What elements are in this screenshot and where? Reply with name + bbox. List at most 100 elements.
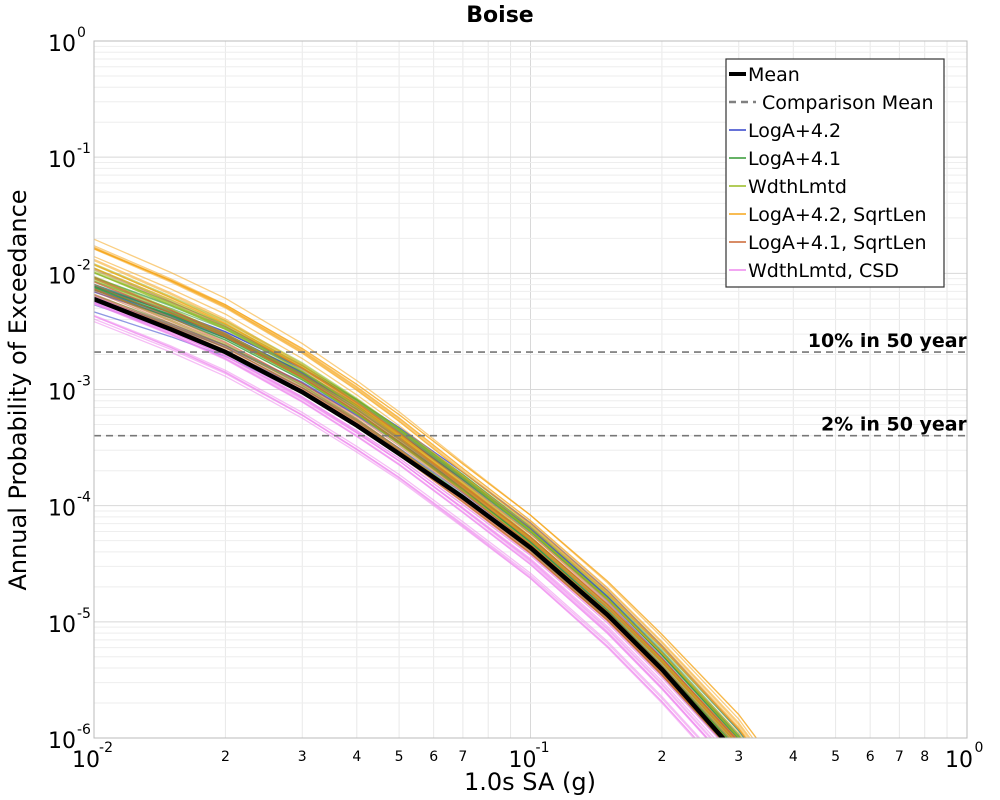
branch-curve (94, 314, 701, 738)
x-minor-tick-label: 7 (458, 749, 467, 765)
y-axis-label: Annual Probability of Exceedance (4, 189, 32, 590)
branch-curve (94, 294, 722, 738)
branch-curve (94, 304, 727, 738)
legend-label: Mean (748, 64, 800, 86)
branch-curve (94, 288, 725, 738)
branch-curve (94, 318, 700, 738)
x-tick-exponent: 0 (975, 740, 984, 756)
branch-curve (94, 280, 733, 738)
legend-item: Comparison Mean (729, 92, 934, 114)
branch-curve (94, 298, 711, 738)
x-minor-tick-label: 6 (429, 749, 438, 765)
branch-curve (94, 284, 722, 738)
branch-group (94, 268, 737, 738)
x-minor-tick-label: 7 (895, 749, 904, 765)
mean-curve (94, 297, 726, 738)
branch-curve (94, 278, 727, 738)
x-tick-label: 10 (72, 748, 100, 773)
y-tick-label: 10 (48, 381, 76, 406)
plot-frame (93, 40, 968, 739)
branch-curve (94, 296, 720, 738)
legend-item: WdthLmtd (729, 176, 847, 198)
reference-line-label: 10% in 50 year (808, 330, 968, 352)
x-minor-tick-label: 4 (352, 749, 361, 765)
x-tick-exponent: -2 (99, 740, 113, 756)
y-tick-exponent: -2 (77, 257, 91, 273)
branch-curve (94, 277, 737, 738)
branch-curve (94, 291, 741, 738)
x-axis-label: 1.0s SA (g) (464, 768, 596, 796)
x-axis-ticks: 10 -2 10 -1 10 02 3 4 5 6 7 2 3 4 5 6 7 8 (72, 740, 983, 773)
branch-curve (94, 301, 719, 738)
branch-curve (94, 285, 734, 738)
branch-curve (94, 271, 732, 738)
x-minor-tick-label: 6 (866, 749, 875, 765)
legend-item: WdthLmtd, CSD (729, 260, 899, 282)
branch-curve (94, 295, 708, 738)
branch-curve (94, 301, 734, 738)
y-tick-label: 10 (48, 613, 76, 638)
y-tick-label: 10 (48, 148, 76, 173)
legend-item: LogA+4.2, SqrtLen (729, 204, 927, 226)
branch-curve (94, 315, 697, 738)
branch-curve (94, 299, 734, 738)
branch-curve (94, 297, 722, 738)
x-tick-label: 10 (945, 748, 973, 773)
branch-group (94, 295, 719, 738)
legend-label: Comparison Mean (762, 92, 934, 114)
legend-item: LogA+4.2 (729, 120, 841, 142)
legend-box (725, 58, 945, 288)
y-tick-exponent: -3 (77, 374, 91, 390)
reference-line-label: 2% in 50 year (821, 414, 968, 436)
branch-curve (94, 238, 754, 738)
branch-curve (94, 287, 731, 738)
branch-curve (94, 297, 722, 738)
legend-item: LogA+4.1 (729, 148, 841, 170)
hazard-curves (94, 238, 758, 738)
y-tick-label: 10 (48, 497, 76, 522)
x-minor-tick-label: 3 (734, 749, 743, 765)
x-minor-tick-label: 2 (221, 749, 230, 765)
mean-layer (94, 297, 726, 738)
x-tick-exponent: -1 (536, 740, 550, 756)
legend-label: LogA+4.1 (748, 148, 841, 170)
y-tick-exponent: 0 (77, 25, 86, 41)
y-tick-label: 10 (48, 729, 76, 754)
x-tick-label: 10 (509, 748, 537, 773)
branch-curve (94, 290, 721, 738)
x-minor-tick-label: 2 (657, 749, 666, 765)
branch-curve (94, 275, 727, 738)
x-minor-tick-label: 4 (789, 749, 798, 765)
legend-label: WdthLmtd, CSD (748, 260, 899, 282)
branch-curve (94, 294, 725, 738)
reference-lines: 10% in 50 year 2% in 50 year (94, 330, 968, 437)
branch-curve (94, 294, 723, 738)
branch-curve (94, 272, 738, 738)
y-tick-exponent: -5 (77, 606, 91, 622)
y-tick-exponent: -6 (77, 722, 91, 738)
x-minor-tick-label: 8 (920, 749, 929, 765)
legend-label: WdthLmtd (748, 176, 847, 198)
branch-curve (94, 269, 731, 738)
branch-curve (94, 315, 695, 738)
legend-item: Mean (729, 64, 800, 86)
branch-curve (94, 300, 713, 738)
branch-group (94, 283, 746, 738)
y-tick-exponent: -1 (77, 141, 91, 157)
x-minor-tick-label: 5 (395, 749, 404, 765)
branch-curve (94, 296, 728, 738)
legend-label: LogA+4.2 (748, 120, 841, 142)
branch-curve (94, 320, 697, 738)
branch-curve (94, 248, 747, 738)
legend-label: LogA+4.1, SqrtLen (748, 232, 927, 254)
chart-title: Boise (466, 3, 533, 28)
legend-label: LogA+4.2, SqrtLen (748, 204, 927, 226)
x-minor-tick-label: 5 (831, 749, 840, 765)
branch-curve (94, 293, 727, 738)
legend-item: LogA+4.1, SqrtLen (729, 232, 927, 254)
y-tick-label: 10 (48, 264, 76, 289)
branch-curve (94, 246, 748, 738)
branch-curve (94, 303, 708, 738)
